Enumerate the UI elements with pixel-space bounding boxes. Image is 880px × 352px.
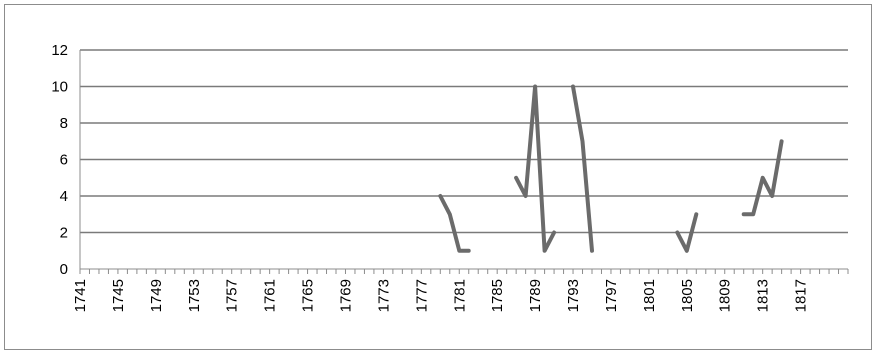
x-tick-label: 1809 — [717, 279, 734, 312]
series-line-segment — [675, 212, 699, 253]
x-tick-label: 1761 — [262, 279, 279, 312]
x-tick-label: 1745 — [110, 279, 127, 312]
x-tick-label: 1753 — [186, 279, 203, 312]
x-tick-label: 1781 — [451, 279, 468, 312]
y-tick-label: 12 — [51, 42, 68, 59]
x-tick-label: 1817 — [793, 279, 810, 312]
x-tick-label: 1797 — [603, 279, 620, 312]
series-line-segment — [514, 84, 557, 253]
x-tick-label: 1789 — [527, 279, 544, 312]
y-tick-label: 4 — [60, 188, 68, 205]
y-tick-label: 6 — [60, 152, 68, 169]
series-line-segment — [438, 194, 471, 253]
x-tick-label: 1765 — [300, 279, 317, 312]
x-tick-label: 1801 — [641, 279, 658, 312]
x-tick-label: 1757 — [224, 279, 241, 312]
y-tick-label: 10 — [51, 79, 68, 96]
series-line-segment — [741, 139, 784, 217]
x-tick-label: 1805 — [679, 279, 696, 312]
x-tick-label: 1793 — [565, 279, 582, 312]
x-tick-label: 1741 — [72, 279, 89, 312]
y-tick-label: 8 — [60, 115, 68, 132]
series-line-segment — [571, 84, 594, 253]
x-tick-label: 1773 — [375, 279, 392, 312]
chart-area — [4, 4, 872, 350]
y-tick-label: 2 — [60, 225, 68, 242]
x-tick-label: 1813 — [755, 279, 772, 312]
x-tick-label: 1769 — [337, 279, 354, 312]
x-tick-label: 1777 — [413, 279, 430, 312]
x-tick-label: 1749 — [148, 279, 165, 312]
y-tick-label: 0 — [60, 261, 68, 278]
x-tick-label: 1785 — [489, 279, 506, 312]
